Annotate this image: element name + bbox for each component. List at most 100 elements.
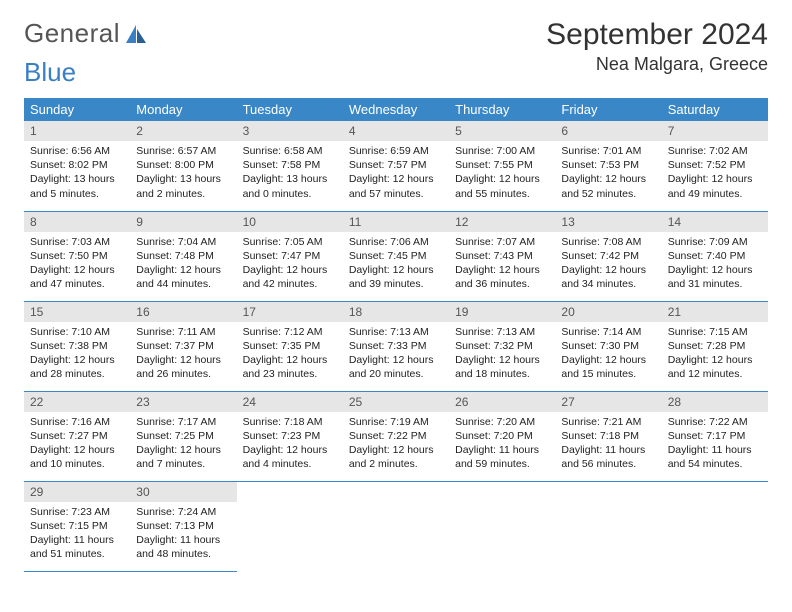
sunrise-text: Sunrise: 7:11 AM <box>136 325 230 339</box>
calendar-day-cell: 19Sunrise: 7:13 AMSunset: 7:32 PMDayligh… <box>449 301 555 391</box>
col-thursday: Thursday <box>449 98 555 121</box>
calendar-day-cell: 2Sunrise: 6:57 AMSunset: 8:00 PMDaylight… <box>130 121 236 211</box>
sunrise-text: Sunrise: 7:24 AM <box>136 505 230 519</box>
calendar-day-cell: 21Sunrise: 7:15 AMSunset: 7:28 PMDayligh… <box>662 301 768 391</box>
calendar-day-cell: 12Sunrise: 7:07 AMSunset: 7:43 PMDayligh… <box>449 211 555 301</box>
sunrise-text: Sunrise: 7:13 AM <box>349 325 443 339</box>
daylight-text: Daylight: 12 hours and 55 minutes. <box>455 172 549 200</box>
day-number: 9 <box>130 212 236 232</box>
day-number: 5 <box>449 121 555 141</box>
sunset-text: Sunset: 7:52 PM <box>668 158 762 172</box>
sunrise-text: Sunrise: 7:12 AM <box>243 325 337 339</box>
sunset-text: Sunset: 7:38 PM <box>30 339 124 353</box>
day-body: Sunrise: 7:10 AMSunset: 7:38 PMDaylight:… <box>24 322 130 388</box>
sunrise-text: Sunrise: 7:09 AM <box>668 235 762 249</box>
sunset-text: Sunset: 8:00 PM <box>136 158 230 172</box>
daylight-text: Daylight: 12 hours and 42 minutes. <box>243 263 337 291</box>
daylight-text: Daylight: 12 hours and 23 minutes. <box>243 353 337 381</box>
sunrise-text: Sunrise: 7:17 AM <box>136 415 230 429</box>
calendar-day-cell: 16Sunrise: 7:11 AMSunset: 7:37 PMDayligh… <box>130 301 236 391</box>
sunset-text: Sunset: 7:20 PM <box>455 429 549 443</box>
daylight-text: Daylight: 11 hours and 51 minutes. <box>30 533 124 561</box>
day-number: 29 <box>24 482 130 502</box>
calendar-day-cell <box>555 481 661 571</box>
sunrise-text: Sunrise: 7:21 AM <box>561 415 655 429</box>
calendar-day-cell: 6Sunrise: 7:01 AMSunset: 7:53 PMDaylight… <box>555 121 661 211</box>
calendar-day-cell: 13Sunrise: 7:08 AMSunset: 7:42 PMDayligh… <box>555 211 661 301</box>
daylight-text: Daylight: 12 hours and 20 minutes. <box>349 353 443 381</box>
daylight-text: Daylight: 13 hours and 2 minutes. <box>136 172 230 200</box>
sunset-text: Sunset: 7:30 PM <box>561 339 655 353</box>
sunset-text: Sunset: 7:58 PM <box>243 158 337 172</box>
sunset-text: Sunset: 7:50 PM <box>30 249 124 263</box>
sunrise-text: Sunrise: 7:13 AM <box>455 325 549 339</box>
col-friday: Friday <box>555 98 661 121</box>
day-body: Sunrise: 7:11 AMSunset: 7:37 PMDaylight:… <box>130 322 236 388</box>
day-body: Sunrise: 7:13 AMSunset: 7:32 PMDaylight:… <box>449 322 555 388</box>
day-body: Sunrise: 7:21 AMSunset: 7:18 PMDaylight:… <box>555 412 661 478</box>
sunset-text: Sunset: 7:55 PM <box>455 158 549 172</box>
day-number: 4 <box>343 121 449 141</box>
day-body: Sunrise: 6:56 AMSunset: 8:02 PMDaylight:… <box>24 141 130 207</box>
sunset-text: Sunset: 7:42 PM <box>561 249 655 263</box>
sunrise-text: Sunrise: 7:10 AM <box>30 325 124 339</box>
sunset-text: Sunset: 7:18 PM <box>561 429 655 443</box>
col-sunday: Sunday <box>24 98 130 121</box>
day-number: 7 <box>662 121 768 141</box>
day-number: 10 <box>237 212 343 232</box>
day-number: 13 <box>555 212 661 232</box>
daylight-text: Daylight: 12 hours and 18 minutes. <box>455 353 549 381</box>
sunset-text: Sunset: 7:53 PM <box>561 158 655 172</box>
sunset-text: Sunset: 7:28 PM <box>668 339 762 353</box>
day-number: 2 <box>130 121 236 141</box>
daylight-text: Daylight: 12 hours and 10 minutes. <box>30 443 124 471</box>
day-number: 24 <box>237 392 343 412</box>
calendar-day-cell <box>343 481 449 571</box>
sunset-text: Sunset: 7:57 PM <box>349 158 443 172</box>
day-number: 25 <box>343 392 449 412</box>
calendar-day-cell: 8Sunrise: 7:03 AMSunset: 7:50 PMDaylight… <box>24 211 130 301</box>
daylight-text: Daylight: 12 hours and 31 minutes. <box>668 263 762 291</box>
day-body: Sunrise: 6:59 AMSunset: 7:57 PMDaylight:… <box>343 141 449 207</box>
sunset-text: Sunset: 7:27 PM <box>30 429 124 443</box>
day-body: Sunrise: 7:23 AMSunset: 7:15 PMDaylight:… <box>24 502 130 568</box>
day-number: 20 <box>555 302 661 322</box>
sunset-text: Sunset: 7:40 PM <box>668 249 762 263</box>
day-number: 11 <box>343 212 449 232</box>
day-number: 28 <box>662 392 768 412</box>
calendar-day-cell: 3Sunrise: 6:58 AMSunset: 7:58 PMDaylight… <box>237 121 343 211</box>
calendar-table: Sunday Monday Tuesday Wednesday Thursday… <box>24 98 768 572</box>
day-number: 23 <box>130 392 236 412</box>
day-body: Sunrise: 7:13 AMSunset: 7:33 PMDaylight:… <box>343 322 449 388</box>
day-number: 1 <box>24 121 130 141</box>
calendar-day-cell: 29Sunrise: 7:23 AMSunset: 7:15 PMDayligh… <box>24 481 130 571</box>
day-number: 6 <box>555 121 661 141</box>
day-body: Sunrise: 7:17 AMSunset: 7:25 PMDaylight:… <box>130 412 236 478</box>
col-wednesday: Wednesday <box>343 98 449 121</box>
calendar-day-cell: 28Sunrise: 7:22 AMSunset: 7:17 PMDayligh… <box>662 391 768 481</box>
day-number: 14 <box>662 212 768 232</box>
sunset-text: Sunset: 7:47 PM <box>243 249 337 263</box>
day-body: Sunrise: 7:06 AMSunset: 7:45 PMDaylight:… <box>343 232 449 298</box>
calendar-week-row: 1Sunrise: 6:56 AMSunset: 8:02 PMDaylight… <box>24 121 768 211</box>
calendar-day-cell: 15Sunrise: 7:10 AMSunset: 7:38 PMDayligh… <box>24 301 130 391</box>
sunset-text: Sunset: 7:37 PM <box>136 339 230 353</box>
day-body: Sunrise: 7:07 AMSunset: 7:43 PMDaylight:… <box>449 232 555 298</box>
logo-sail-icon <box>124 23 148 45</box>
day-number: 18 <box>343 302 449 322</box>
sunrise-text: Sunrise: 6:59 AM <box>349 144 443 158</box>
daylight-text: Daylight: 12 hours and 12 minutes. <box>668 353 762 381</box>
sunrise-text: Sunrise: 7:20 AM <box>455 415 549 429</box>
day-body: Sunrise: 7:00 AMSunset: 7:55 PMDaylight:… <box>449 141 555 207</box>
day-body: Sunrise: 7:05 AMSunset: 7:47 PMDaylight:… <box>237 232 343 298</box>
logo-text-2: Blue <box>24 57 768 88</box>
day-number: 16 <box>130 302 236 322</box>
calendar-day-cell: 23Sunrise: 7:17 AMSunset: 7:25 PMDayligh… <box>130 391 236 481</box>
calendar-day-cell: 22Sunrise: 7:16 AMSunset: 7:27 PMDayligh… <box>24 391 130 481</box>
daylight-text: Daylight: 12 hours and 52 minutes. <box>561 172 655 200</box>
daylight-text: Daylight: 12 hours and 39 minutes. <box>349 263 443 291</box>
day-body: Sunrise: 7:04 AMSunset: 7:48 PMDaylight:… <box>130 232 236 298</box>
calendar-week-row: 8Sunrise: 7:03 AMSunset: 7:50 PMDaylight… <box>24 211 768 301</box>
calendar-day-cell: 1Sunrise: 6:56 AMSunset: 8:02 PMDaylight… <box>24 121 130 211</box>
calendar-day-cell: 9Sunrise: 7:04 AMSunset: 7:48 PMDaylight… <box>130 211 236 301</box>
